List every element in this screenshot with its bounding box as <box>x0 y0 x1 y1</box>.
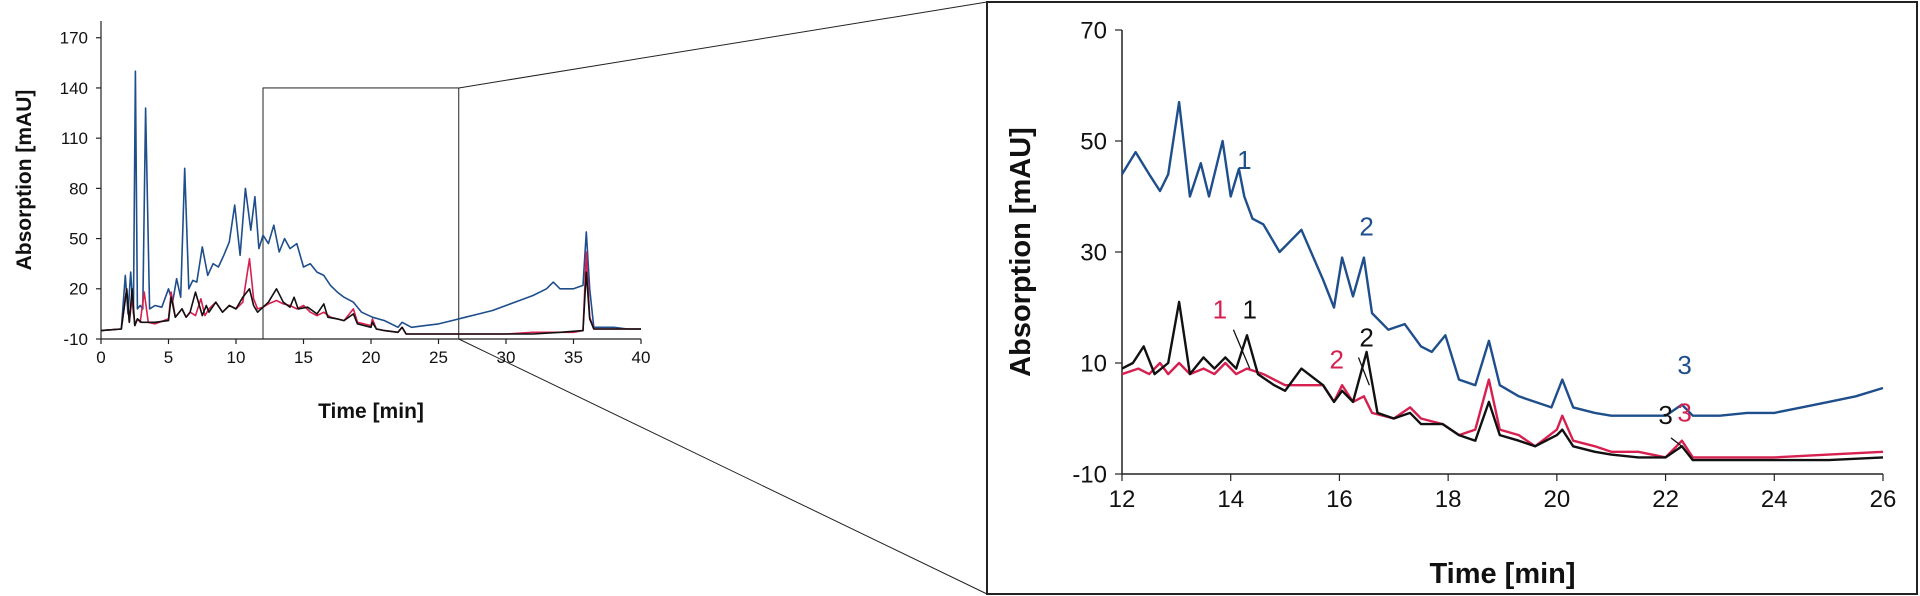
annotation-leader-line <box>1670 437 1683 447</box>
peak-label: 1 <box>1213 295 1227 325</box>
y-tick-label: 140 <box>60 79 88 98</box>
x-tick-label: 12 <box>1109 486 1136 513</box>
x-tick-label: 35 <box>564 348 583 367</box>
x-axis-title: Time [min] <box>318 400 424 423</box>
x-tick-label: 30 <box>497 348 516 367</box>
y-tick-label: 80 <box>69 179 88 198</box>
y-axis-title: Absorption [mAU] <box>1005 127 1037 377</box>
series-line-1 <box>100 70 641 332</box>
x-tick-label: 40 <box>632 348 651 367</box>
y-tick-label: 20 <box>69 280 88 299</box>
peak-label: 1 <box>1237 145 1251 175</box>
y-tick-label: -10 <box>63 330 88 349</box>
x-tick-label: 10 <box>227 348 246 367</box>
y-tick-label: 70 <box>1080 17 1107 44</box>
peak-label: 3 <box>1658 400 1672 430</box>
y-tick-label: 170 <box>60 29 88 48</box>
zoom-panel-frame <box>986 1 1918 595</box>
overview-chromatogram: 0 5 10 15 20 25 30 35 40 -10 20 50 80 110 140 170 Time … <box>13 21 650 423</box>
annotation-leader-line <box>1232 329 1251 369</box>
x-tick-label: 26 <box>1870 486 1897 513</box>
x-axis-title: Time [min] <box>1429 558 1575 590</box>
series-line-2 <box>1121 361 1884 459</box>
x-tick-label: 16 <box>1326 486 1353 513</box>
x-tick-label: 14 <box>1217 486 1244 513</box>
y-tick-label: -10 <box>1072 461 1107 488</box>
x-tick-label: 24 <box>1761 486 1788 513</box>
annotation-leader-line <box>1357 357 1370 386</box>
peak-label: 3 <box>1677 397 1691 427</box>
x-tick-label: 22 <box>1652 486 1679 513</box>
x-tick-label: 18 <box>1435 486 1462 513</box>
series-line-3 <box>1121 300 1884 462</box>
x-tick-label: 20 <box>362 348 381 367</box>
peak-label: 3 <box>1677 350 1691 380</box>
zoom-connector-top <box>458 1 988 89</box>
x-tick-label: 25 <box>429 348 448 367</box>
peak-label: 2 <box>1329 345 1343 375</box>
x-tick-label: 0 <box>96 348 105 367</box>
y-tick-label: 30 <box>1080 239 1107 266</box>
x-tick-label: 5 <box>164 348 173 367</box>
series-line-3 <box>100 271 641 335</box>
peak-label: 2 <box>1359 211 1373 241</box>
y-tick-label: 10 <box>1080 350 1107 377</box>
zoom-connector-bottom <box>458 338 988 595</box>
peak-label: 2 <box>1359 322 1373 352</box>
y-axis-title: Absorption [mAU] <box>13 90 36 271</box>
y-tick-label: 50 <box>69 230 88 249</box>
peak-label: 1 <box>1243 295 1257 325</box>
series-line-1 <box>1120 100 1884 417</box>
x-tick-label: 20 <box>1544 486 1571 513</box>
x-tick-label: 15 <box>294 348 313 367</box>
y-tick-label: 50 <box>1080 128 1107 155</box>
y-tick-label: 110 <box>61 129 88 148</box>
